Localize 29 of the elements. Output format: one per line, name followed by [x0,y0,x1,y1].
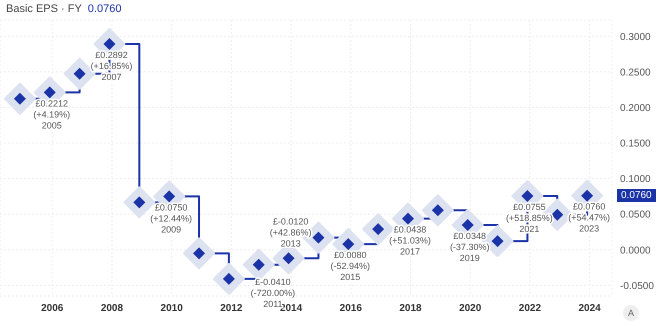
data-label: £0.0750 (+12.44%) 2009 [150,202,192,234]
text: -0.0500 [620,280,654,292]
data-label: £0.0438 (+51.03%) 2017 [389,224,431,257]
x-tick-label: 2010 [160,303,184,314]
data-label: £0.0080 (-52.94%) 2015 [330,250,370,282]
text: 0.2500 [620,67,651,78]
x-tick-label: 2014 [280,303,303,314]
x-tick-label: 2012 [220,303,243,314]
x-tick-label: 2024 [578,303,602,314]
text: 0.1500 [620,138,651,150]
data-label: £-0.0120 (+42.86%) 2013 [270,216,312,248]
data-label: £0.0760 (+54.47%) 2023 [568,202,610,234]
x-tick-label: 2016 [340,303,362,314]
chart-title: Basic EPS · FY [6,3,82,15]
text: 0.0760 [617,188,656,202]
text: 0.0000 [620,245,651,256]
x-tick-label: 2018 [399,303,422,314]
x-tick-label: 2022 [518,303,542,314]
text: 0.1000 [620,174,651,186]
data-label: £0.0348 (-37.30%) 2019 [450,231,490,264]
x-tick-label: 2006 [41,303,64,314]
x-tick-label: 2020 [459,303,482,314]
x-tick-label: 2008 [100,303,124,314]
text: 0.3000 [620,32,651,43]
auto-scale-button: A [623,305,639,321]
text: 0.0500 [620,210,651,221]
text: 0.2000 [620,103,651,114]
data-label: £0.2212 (+4.19%) 2005 [33,98,70,130]
chart-subtitle: 0.0760 [88,3,122,15]
